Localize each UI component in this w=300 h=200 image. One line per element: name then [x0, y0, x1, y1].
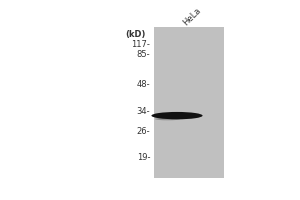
Text: HeLa: HeLa [181, 6, 202, 28]
Text: 26-: 26- [136, 127, 150, 136]
Text: 48-: 48- [136, 80, 150, 89]
Ellipse shape [152, 112, 202, 119]
Text: (kD): (kD) [125, 30, 146, 39]
Text: 117-: 117- [131, 40, 150, 49]
Text: 85-: 85- [136, 50, 150, 59]
Text: 19-: 19- [137, 153, 150, 162]
Text: 34-: 34- [136, 107, 150, 116]
Bar [154, 27, 224, 178]
Ellipse shape [155, 118, 181, 120]
